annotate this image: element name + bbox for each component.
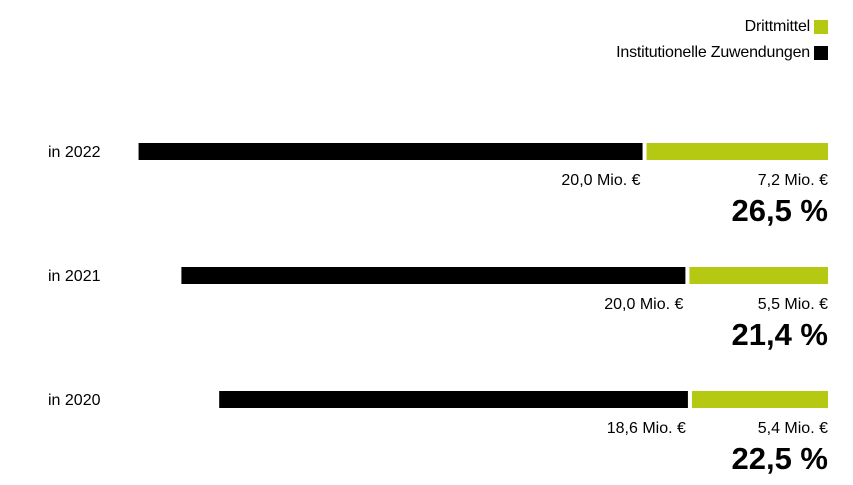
bar-drittmittel [646, 143, 828, 160]
bar-institutionelle-zuwendungen [219, 391, 688, 408]
data-label-drittmittel: 5,5 Mio. € [758, 296, 828, 313]
legend-label-drittmittel: Drittmittel [744, 18, 811, 35]
share-label: 22,5 % [731, 441, 828, 476]
data-label-drittmittel: 7,2 Mio. € [758, 172, 828, 189]
share-label: 21,4 % [731, 317, 828, 352]
category-label: in 2022 [48, 144, 101, 161]
legend: Drittmittel Institutionelle Zuwendungen [616, 14, 828, 66]
legend-item-drittmittel: Drittmittel [616, 14, 828, 40]
share-label: 26,5 % [731, 193, 828, 228]
data-label-institutionelle-zuwendungen: 20,0 Mio. € [561, 172, 640, 189]
category-label: in 2020 [48, 392, 101, 409]
bar-institutionelle-zuwendungen [181, 267, 686, 284]
legend-item-institutionelle-zuwendungen: Institutionelle Zuwendungen [616, 40, 828, 66]
data-label-institutionelle-zuwendungen: 20,0 Mio. € [604, 296, 683, 313]
category-label: in 2021 [48, 268, 101, 285]
bar-institutionelle-zuwendungen [138, 143, 643, 160]
bar-drittmittel [691, 391, 828, 408]
legend-swatch-drittmittel [814, 20, 828, 34]
legend-label-institutionelle-zuwendungen: Institutionelle Zuwendungen [616, 44, 810, 61]
data-label-drittmittel: 5,4 Mio. € [758, 420, 828, 437]
data-label-institutionelle-zuwendungen: 18,6 Mio. € [607, 420, 686, 437]
bar-drittmittel [689, 267, 828, 284]
legend-swatch-institutionelle-zuwendungen [814, 46, 828, 60]
